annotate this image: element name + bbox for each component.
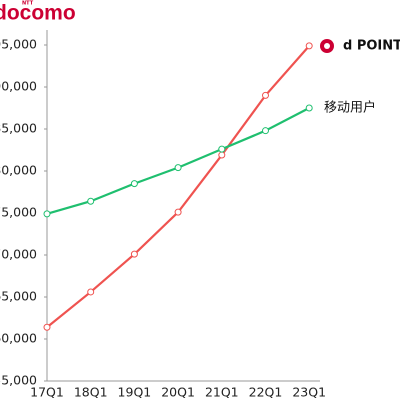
x-tick-label: 22Q1 (249, 385, 283, 400)
data-point (43, 210, 51, 218)
y-tick-label: 60,000 (0, 331, 37, 346)
legend-label: 移动用户 (324, 100, 376, 116)
y-tick-label: 75,000 (0, 205, 37, 220)
data-point (87, 288, 95, 296)
x-tick-label: 23Q1 (292, 385, 326, 400)
y-tick-label: 85,000 (0, 121, 37, 136)
data-point (262, 127, 269, 135)
data-point (130, 250, 138, 258)
x-tick-label: 19Q1 (118, 385, 152, 400)
y-tick-label: 65,000 (0, 289, 37, 304)
brand-company: NTT (22, 1, 34, 7)
series-line (46, 45, 311, 329)
y-tick-label: 80,000 (0, 163, 37, 178)
brand-logo: docomo (0, 2, 76, 25)
data-point (262, 91, 269, 99)
data-point (305, 104, 313, 112)
y-tick-label: 70,000 (0, 247, 37, 262)
data-point (87, 197, 95, 205)
legend-label: d POINT CLUB (343, 39, 400, 54)
x-tick-label: 21Q1 (205, 385, 239, 400)
data-point (305, 42, 313, 50)
x-tick-label: 18Q1 (74, 385, 108, 400)
x-tick-label: 17Q1 (30, 385, 64, 400)
legend-icon-hole (324, 43, 330, 49)
series-line (46, 107, 310, 215)
x-tick-label: 20Q1 (161, 385, 195, 400)
data-point (130, 180, 138, 188)
data-point (174, 208, 182, 216)
y-tick-label: 95,000 (0, 37, 37, 52)
data-point (218, 151, 226, 159)
y-tick-label: 90,000 (0, 79, 37, 94)
data-point (43, 323, 51, 331)
data-point (174, 164, 182, 172)
y-tick-label: 55,000 (0, 373, 37, 388)
data-point (218, 145, 226, 153)
